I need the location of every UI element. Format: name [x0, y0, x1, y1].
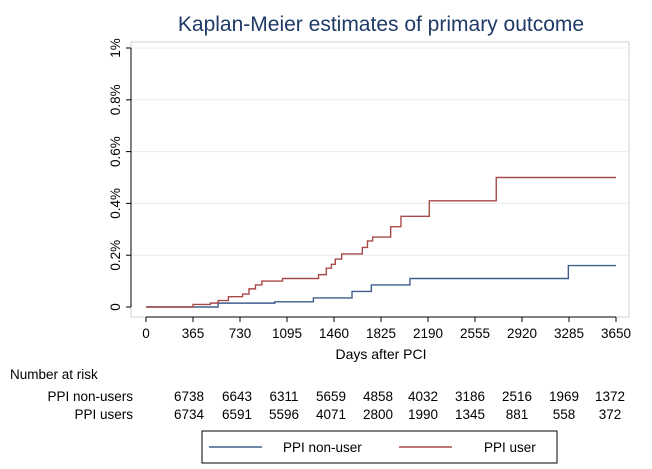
- risk-value-r0-c9: 1372: [595, 389, 625, 404]
- chart-title: Kaplan-Meier estimates of primary outcom…: [178, 13, 584, 36]
- y-tick-label-0: 0: [108, 303, 123, 311]
- y-tick-label-5: 1%: [108, 38, 123, 58]
- plot-frame: [130, 41, 630, 318]
- gridlines: [131, 47, 629, 256]
- risk-value-r1-c8: 558: [553, 407, 576, 422]
- number-at-risk-table: Number at risk PPI non-users 6738 6643 6311…: [10, 367, 625, 422]
- km-curve-ppi-user: [146, 176, 616, 308]
- risk-row-label-1: PPI users: [74, 407, 133, 422]
- risk-row-label-0: PPI non-users: [47, 389, 133, 404]
- x-axis-label: Days after PCI: [335, 346, 426, 362]
- series-lines: [146, 176, 616, 308]
- risk-value-r0-c7: 2516: [502, 389, 532, 404]
- risk-table-header: Number at risk: [10, 367, 98, 382]
- risk-value-r1-c9: 372: [599, 407, 622, 422]
- x-tick-label-6: 2190: [413, 326, 443, 341]
- risk-value-r1-c0: 6734: [174, 407, 205, 422]
- risk-value-r1-c5: 1990: [408, 407, 438, 422]
- risk-value-r0-c6: 3186: [455, 389, 485, 404]
- legend: PPI non-user PPI user: [201, 430, 558, 464]
- y-tick-label-4: 0.8%: [108, 84, 123, 115]
- legend-label-0: PPI non-user: [283, 440, 362, 455]
- risk-value-r0-c2: 6311: [269, 389, 298, 404]
- y-tick-label-1: 0.2%: [108, 240, 123, 271]
- x-tick-label-4: 1460: [319, 326, 349, 341]
- risk-value-r0-c4: 4858: [363, 389, 393, 404]
- y-tick-label-2: 0.4%: [108, 188, 123, 219]
- risk-value-r1-c4: 2800: [363, 407, 393, 422]
- risk-value-r0-c1: 6643: [222, 389, 252, 404]
- x-tick-label-0: 0: [142, 326, 150, 341]
- risk-value-r1-c2: 5596: [269, 407, 299, 422]
- x-tick-label-7: 2555: [460, 326, 490, 341]
- legend-label-1: PPI user: [484, 440, 536, 455]
- x-tick-label-1: 365: [182, 326, 205, 341]
- axes: 0 0.2% 0.4% 0.6% 0.8% 1% 0 365 730 1095 1460 1825 21…: [108, 38, 631, 341]
- risk-value-r0-c3: 5659: [316, 389, 346, 404]
- risk-value-r0-c8: 1969: [549, 389, 579, 404]
- x-tick-label-8: 2920: [507, 326, 537, 341]
- x-tick-label-10: 3650: [601, 326, 631, 341]
- chart-text: Kaplan-Meier estimates of primary outcom…: [178, 13, 584, 362]
- x-tick-label-2: 730: [229, 326, 252, 341]
- risk-value-r0-c0: 6738: [174, 389, 204, 404]
- risk-value-r1-c3: 4071: [316, 407, 346, 422]
- x-tick-label-3: 1095: [272, 326, 302, 341]
- risk-value-r1-c7: 881: [506, 407, 529, 422]
- plot-area: [130, 41, 630, 318]
- risk-value-r0-c5: 4032: [408, 389, 438, 404]
- risk-value-r1-c6: 1345: [455, 407, 485, 422]
- x-tick-label-5: 1825: [366, 326, 396, 341]
- risk-value-r1-c1: 6591: [222, 407, 252, 422]
- y-tick-label-3: 0.6%: [108, 136, 123, 167]
- x-tick-label-9: 3285: [554, 326, 584, 341]
- km-curve-ppi-non-user: [146, 264, 616, 308]
